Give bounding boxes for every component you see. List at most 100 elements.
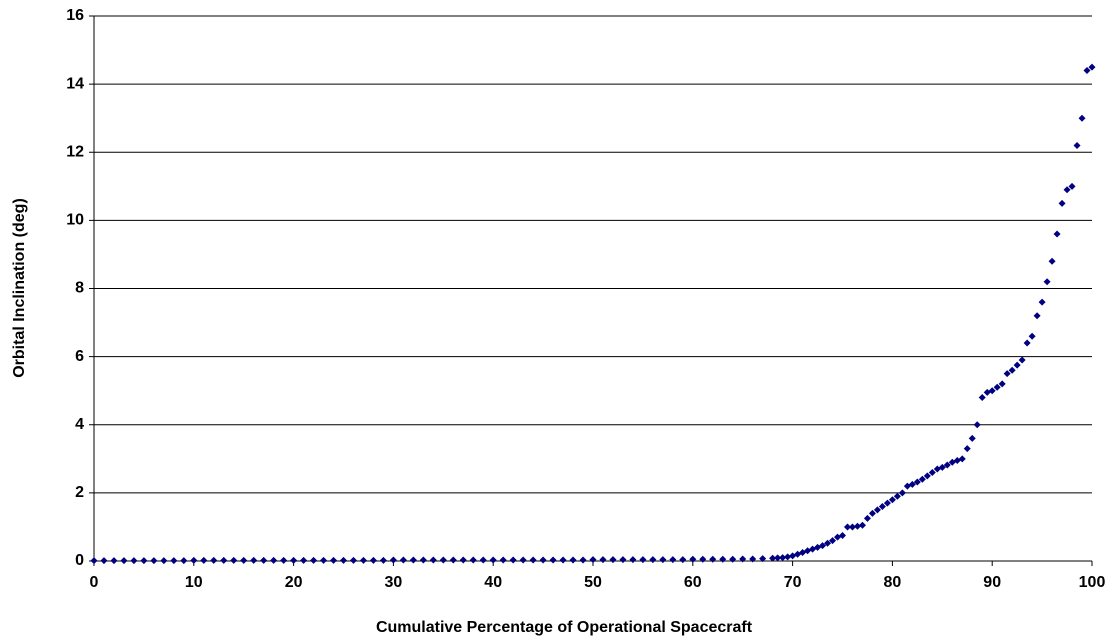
point	[290, 556, 298, 564]
point	[609, 556, 617, 564]
x-tick-label: 50	[584, 574, 602, 591]
point	[160, 557, 168, 565]
point	[943, 461, 951, 469]
point	[1068, 182, 1076, 190]
point	[359, 556, 367, 564]
point	[898, 489, 906, 497]
point	[389, 556, 397, 564]
point	[110, 557, 118, 565]
point	[908, 480, 916, 488]
point	[1033, 312, 1041, 320]
point	[569, 556, 577, 564]
point	[150, 557, 158, 565]
point	[220, 556, 228, 564]
point	[330, 556, 338, 564]
point	[210, 556, 218, 564]
point	[719, 555, 727, 563]
point	[280, 556, 288, 564]
point	[878, 503, 886, 510]
point	[819, 542, 827, 550]
point	[824, 539, 832, 547]
point	[973, 421, 981, 429]
point	[449, 556, 457, 564]
point	[399, 556, 407, 564]
y-axis-label: Orbital Inclination (deg)	[11, 198, 28, 378]
point	[429, 556, 437, 564]
x-tick-label: 60	[684, 574, 702, 591]
point	[1013, 361, 1021, 369]
point	[843, 523, 851, 531]
point	[190, 556, 198, 564]
point	[928, 468, 936, 476]
point	[619, 556, 627, 564]
y-tick-label: 10	[66, 212, 84, 229]
point	[759, 555, 767, 563]
point	[923, 472, 931, 480]
point	[589, 556, 597, 564]
point	[839, 531, 846, 539]
point	[1028, 332, 1036, 340]
point	[1018, 356, 1026, 364]
point	[868, 509, 876, 517]
point	[579, 556, 587, 564]
point	[829, 537, 837, 545]
point	[998, 380, 1006, 388]
point	[250, 556, 258, 564]
point	[260, 556, 268, 564]
point	[1088, 63, 1096, 71]
point	[749, 555, 757, 563]
point	[893, 492, 901, 500]
point	[769, 554, 777, 562]
x-tick-label: 0	[90, 574, 99, 591]
point	[784, 553, 792, 561]
x-axis-label: Cumulative Percentage of Operational Spa…	[376, 619, 753, 636]
x-tick-label: 20	[285, 574, 303, 591]
point	[699, 555, 707, 563]
point	[230, 556, 238, 564]
point	[1083, 67, 1091, 74]
point	[918, 475, 926, 483]
point	[1078, 114, 1086, 122]
point	[549, 556, 557, 564]
point	[90, 557, 98, 565]
y-tick-label: 8	[75, 280, 84, 297]
x-tick-label: 100	[1079, 574, 1106, 591]
point	[739, 555, 747, 563]
point	[479, 556, 487, 564]
point	[469, 556, 477, 564]
point	[180, 557, 188, 565]
point	[310, 556, 318, 564]
x-tick-label: 40	[484, 574, 502, 591]
point	[649, 556, 657, 564]
point	[1048, 257, 1056, 265]
point	[958, 455, 966, 463]
point	[669, 556, 677, 564]
point	[340, 556, 347, 564]
point	[459, 556, 467, 564]
point	[848, 523, 856, 531]
point	[993, 383, 1001, 391]
point	[689, 555, 697, 563]
point	[729, 555, 737, 563]
point	[978, 394, 986, 401]
y-tick-label: 14	[66, 75, 84, 92]
point	[888, 496, 896, 504]
point	[1038, 298, 1046, 306]
point	[1043, 278, 1051, 286]
point	[270, 556, 278, 564]
point	[240, 556, 248, 564]
point	[320, 556, 328, 564]
point	[1003, 370, 1011, 378]
point	[509, 556, 517, 564]
point	[913, 478, 921, 486]
y-tick-label: 2	[75, 484, 84, 501]
point	[379, 556, 387, 564]
point	[529, 556, 537, 564]
point	[659, 556, 667, 564]
x-tick-label: 30	[385, 574, 403, 591]
point	[858, 521, 866, 529]
point	[539, 556, 547, 564]
point	[100, 557, 108, 565]
point	[1073, 141, 1081, 149]
